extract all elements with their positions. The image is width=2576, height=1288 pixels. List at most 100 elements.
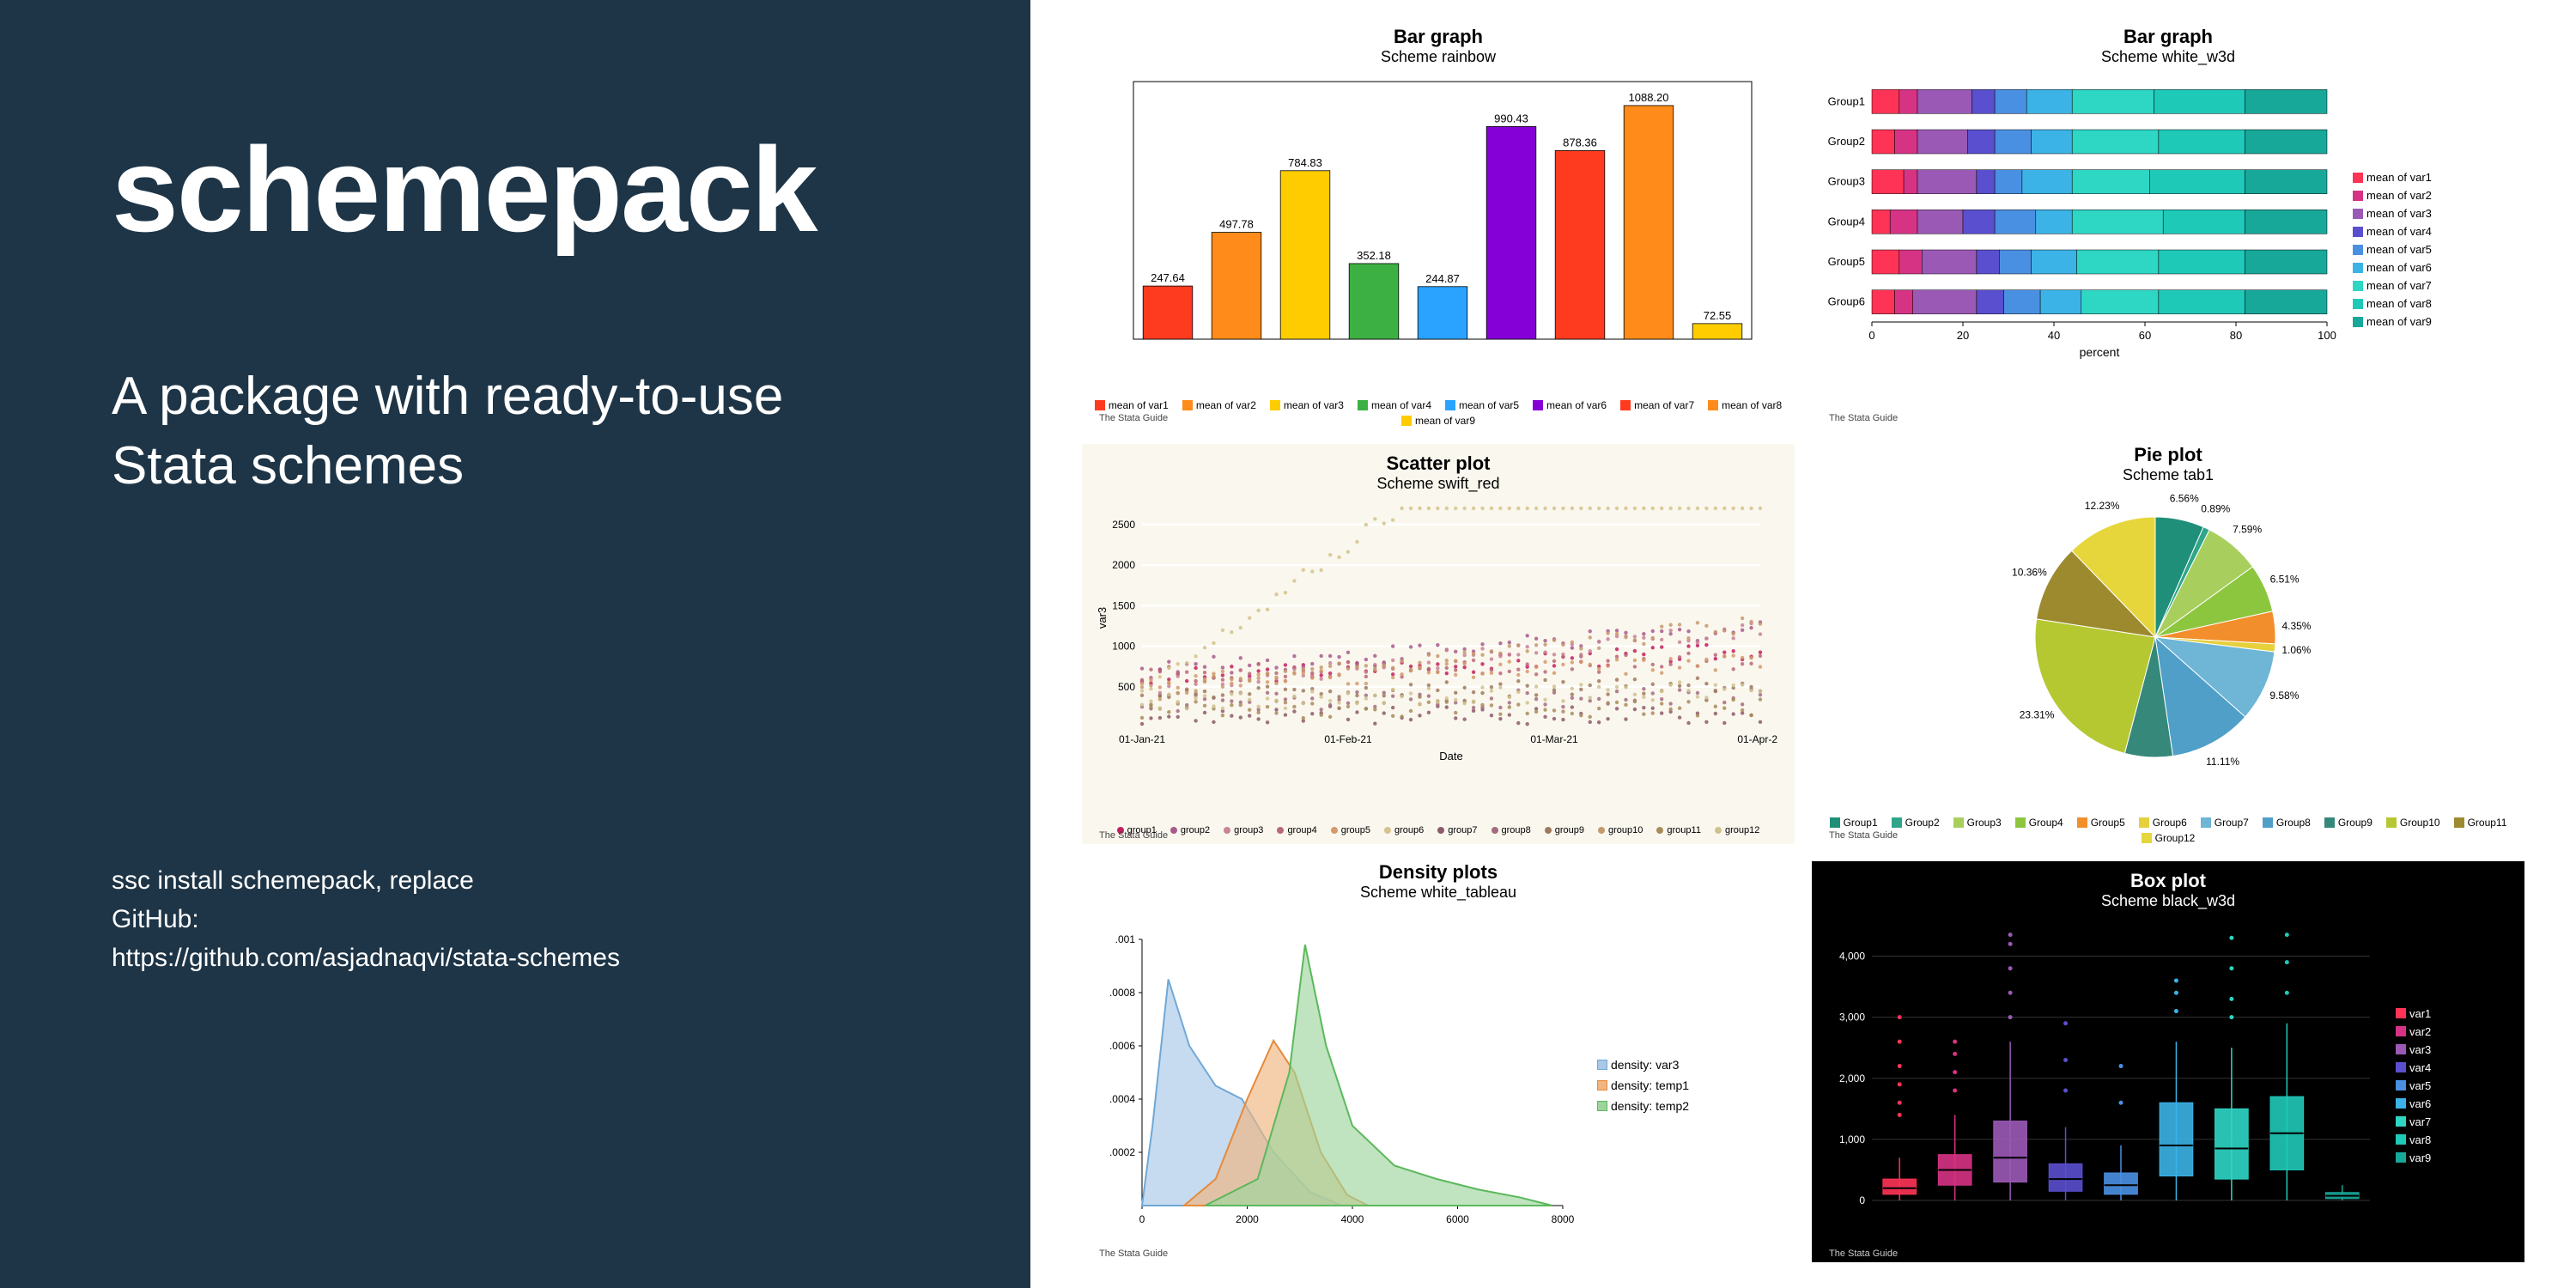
svg-text:784.83: 784.83 bbox=[1288, 156, 1322, 169]
chart3-note: The Stata Guide bbox=[1099, 830, 1168, 841]
charts-grid: Bar graph Scheme rainbow 247.64497.78784… bbox=[1030, 0, 2576, 1288]
svg-text:percent: percent bbox=[2080, 345, 2120, 359]
svg-text:1,000: 1,000 bbox=[1839, 1133, 1865, 1145]
github-url: https://github.com/asjadnaqvi/stata-sche… bbox=[112, 939, 919, 977]
legend-item: Group8 bbox=[2263, 817, 2311, 829]
legend-item: mean of var4 bbox=[2353, 225, 2432, 238]
chart5-title: Density plots bbox=[1379, 861, 1498, 884]
chart1-subtitle: Scheme rainbow bbox=[1381, 48, 1496, 66]
svg-text:4000: 4000 bbox=[1341, 1213, 1364, 1225]
legend-item: mean of var1 bbox=[1095, 399, 1169, 411]
chart2-note: The Stata Guide bbox=[1829, 413, 1898, 423]
chart4-legend: Group1Group2Group3Group4Group5Group6Grou… bbox=[1812, 817, 2524, 844]
svg-text:0.89%: 0.89% bbox=[2201, 502, 2230, 514]
legend-item: var4 bbox=[2396, 1061, 2431, 1074]
svg-text:Group5: Group5 bbox=[1828, 255, 1865, 268]
legend-item: Group9 bbox=[2324, 817, 2372, 829]
legend-item: Group6 bbox=[2139, 817, 2187, 829]
chart-bar-rainbow: Bar graph Scheme rainbow 247.64497.78784… bbox=[1082, 26, 1795, 427]
legend-item: Group12 bbox=[2142, 832, 2196, 844]
svg-text:.0004: .0004 bbox=[1109, 1093, 1135, 1105]
chart3-svg: 500100015002000250001-Jan-2101-Feb-2101-… bbox=[1091, 500, 1777, 766]
svg-text:40: 40 bbox=[2048, 329, 2060, 342]
legend-item: var5 bbox=[2396, 1079, 2431, 1092]
chart2-svg: Group1Group2Group3Group4Group5Group60204… bbox=[1812, 73, 2344, 365]
legend-item: var9 bbox=[2396, 1151, 2431, 1164]
svg-text:60: 60 bbox=[2139, 329, 2151, 342]
svg-text:0: 0 bbox=[1868, 329, 1874, 342]
svg-text:11.11%: 11.11% bbox=[2206, 756, 2239, 768]
chart4-note: The Stata Guide bbox=[1829, 830, 1898, 841]
svg-text:80: 80 bbox=[2230, 329, 2242, 342]
chart-bar-white-w3d: Bar graph Scheme white_w3d Group1Group2G… bbox=[1812, 26, 2524, 427]
chart-density-white-tableau: Density plots Scheme white_tableau .0002… bbox=[1082, 861, 1795, 1262]
svg-text:497.78: 497.78 bbox=[1219, 218, 1254, 231]
chart4-subtitle: Scheme tab1 bbox=[2123, 466, 2214, 484]
legend-item: density: temp2 bbox=[1597, 1099, 1689, 1113]
github-label: GitHub: bbox=[112, 900, 919, 939]
svg-text:20: 20 bbox=[1957, 329, 1969, 342]
legend-item: mean of var6 bbox=[2353, 261, 2432, 274]
chart5-legend: density: var3density: temp1density: temp… bbox=[1580, 1058, 1689, 1113]
svg-text:2000: 2000 bbox=[1236, 1213, 1259, 1225]
svg-text:1500: 1500 bbox=[1112, 599, 1135, 611]
svg-text:Group6: Group6 bbox=[1828, 295, 1865, 308]
svg-text:878.36: 878.36 bbox=[1563, 136, 1597, 149]
legend-item: group2 bbox=[1170, 825, 1210, 835]
legend-item: Group5 bbox=[2077, 817, 2125, 829]
svg-text:6.51%: 6.51% bbox=[2270, 573, 2300, 585]
left-panel: schemepack A package with ready-to-use S… bbox=[0, 0, 1030, 1288]
legend-item: mean of var3 bbox=[1270, 399, 1344, 411]
chart5-note: The Stata Guide bbox=[1099, 1249, 1168, 1259]
svg-text:9.58%: 9.58% bbox=[2269, 690, 2299, 702]
chart6-title: Box plot bbox=[2130, 870, 2206, 892]
legend-item: mean of var9 bbox=[2353, 315, 2432, 328]
svg-text:1.06%: 1.06% bbox=[2281, 643, 2311, 655]
legend-item: var8 bbox=[2396, 1133, 2431, 1146]
svg-text:0: 0 bbox=[1139, 1213, 1145, 1225]
legend-item: Group1 bbox=[1830, 817, 1878, 829]
svg-text:01-Apr-21: 01-Apr-21 bbox=[1737, 733, 1777, 745]
legend-item: mean of var7 bbox=[1620, 399, 1694, 411]
chart3-subtitle: Scheme swift_red bbox=[1376, 475, 1499, 493]
package-title: schemepack bbox=[112, 120, 919, 259]
legend-item: group3 bbox=[1224, 825, 1263, 835]
legend-item: mean of var4 bbox=[1358, 399, 1431, 411]
svg-text:3,000: 3,000 bbox=[1839, 1012, 1865, 1024]
legend-item: Group2 bbox=[1892, 817, 1940, 829]
legend-item: mean of var3 bbox=[2353, 207, 2432, 220]
legend-item: mean of var2 bbox=[2353, 189, 2432, 202]
svg-text:244.87: 244.87 bbox=[1425, 272, 1460, 285]
svg-text:10.36%: 10.36% bbox=[2012, 566, 2047, 578]
chart-pie-tab1: Pie plot Scheme tab1 6.56%0.89%7.59%6.51… bbox=[1812, 444, 2524, 845]
svg-text:23.31%: 23.31% bbox=[2020, 708, 2055, 720]
legend-item: group6 bbox=[1384, 825, 1424, 835]
svg-text:1000: 1000 bbox=[1112, 640, 1135, 652]
legend-item: group11 bbox=[1656, 825, 1701, 835]
svg-text:2000: 2000 bbox=[1112, 559, 1135, 571]
svg-text:4,000: 4,000 bbox=[1839, 951, 1865, 963]
legend-item: density: var3 bbox=[1597, 1058, 1689, 1072]
legend-item: Group3 bbox=[1953, 817, 2002, 829]
chart2-subtitle: Scheme white_w3d bbox=[2101, 48, 2235, 66]
legend-item: mean of var5 bbox=[2353, 243, 2432, 256]
chart1-svg: 247.64497.78784.83352.18244.87990.43878.… bbox=[1082, 73, 1769, 365]
chart5-svg: .0002.0004.0006.0008.0010200040006000800… bbox=[1082, 931, 1580, 1240]
chart3-title: Scatter plot bbox=[1386, 453, 1490, 475]
svg-text:var3: var3 bbox=[1096, 607, 1109, 629]
legend-item: mean of var7 bbox=[2353, 279, 2432, 292]
legend-item: var2 bbox=[2396, 1025, 2431, 1038]
legend-item: var1 bbox=[2396, 1007, 2431, 1020]
chart6-subtitle: Scheme black_w3d bbox=[2101, 892, 2235, 910]
svg-text:Date: Date bbox=[1439, 750, 1462, 762]
install-cmd: ssc install schemepack, replace bbox=[112, 861, 919, 900]
svg-text:.001: .001 bbox=[1115, 933, 1136, 945]
legend-item: mean of var6 bbox=[1533, 399, 1607, 411]
svg-text:Group2: Group2 bbox=[1828, 135, 1865, 148]
svg-text:352.18: 352.18 bbox=[1357, 249, 1391, 262]
legend-item: Group10 bbox=[2386, 817, 2440, 829]
chart6-legend: var1var2var3var4var5var6var7var8var9 bbox=[2387, 917, 2431, 1254]
legend-item: mean of var8 bbox=[2353, 297, 2432, 310]
svg-text:01-Feb-21: 01-Feb-21 bbox=[1324, 733, 1372, 745]
svg-text:990.43: 990.43 bbox=[1494, 112, 1528, 125]
